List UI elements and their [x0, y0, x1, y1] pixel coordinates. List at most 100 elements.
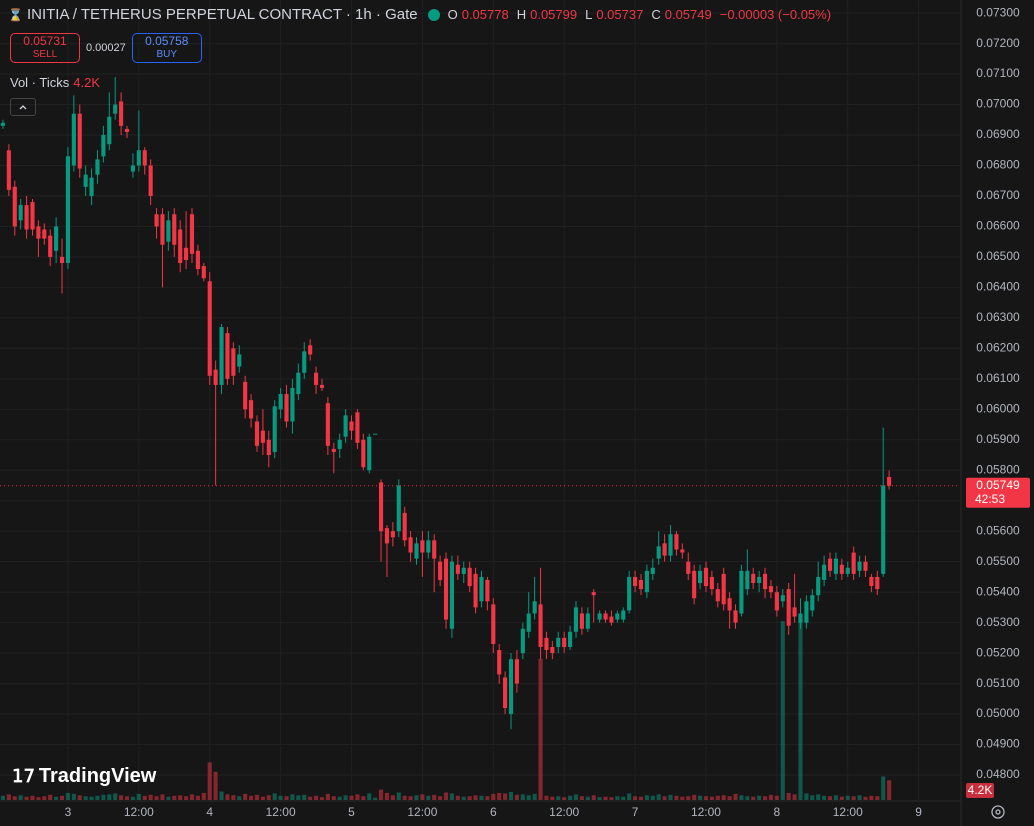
- volume-bar: [869, 795, 874, 800]
- volume-bar: [621, 796, 626, 800]
- candle-body: [95, 159, 100, 175]
- candle-body: [319, 384, 325, 388]
- volume-bar: [692, 794, 697, 800]
- volume-bar: [378, 789, 384, 800]
- volume-bar: [650, 795, 655, 800]
- volume-bar: [130, 796, 135, 800]
- volume-bar: [887, 780, 892, 800]
- sell-button[interactable]: 0.05731 SELL: [10, 33, 80, 63]
- y-tick-label: 0.05300: [976, 615, 1020, 629]
- candle-body: [792, 607, 797, 617]
- candle-body: [0, 122, 6, 126]
- change: −0.00003 (−0.05%): [719, 7, 832, 22]
- volume-bar: [762, 796, 768, 800]
- candle-body: [609, 616, 614, 623]
- candle-body: [136, 150, 141, 166]
- volume-bar: [189, 794, 195, 800]
- candle-body: [573, 607, 579, 632]
- candle-body: [550, 647, 555, 654]
- sell-label[interactable]: SELL: [32, 49, 58, 60]
- candle-body: [703, 567, 709, 587]
- candle-body: [851, 552, 856, 574]
- volume-bar: [520, 794, 525, 800]
- candle-body: [668, 534, 673, 556]
- volume-bar: [757, 795, 762, 800]
- candle-body: [674, 534, 679, 550]
- volume-bar: [485, 796, 490, 800]
- volume-bar: [774, 795, 779, 800]
- settings-icon[interactable]: [991, 805, 1005, 819]
- volume-bar: [875, 796, 880, 800]
- candle-body: [615, 613, 620, 620]
- candle-body: [680, 549, 685, 553]
- candle-body: [822, 564, 827, 580]
- candle-body: [432, 540, 437, 559]
- candle-body: [562, 637, 567, 648]
- chevron[interactable]: [19, 105, 27, 110]
- ohlc-key: L: [585, 7, 593, 22]
- candle-body: [845, 567, 850, 574]
- buy-label[interactable]: BUY: [156, 49, 178, 60]
- candle-body: [597, 613, 602, 620]
- volume-bar: [733, 793, 738, 800]
- volume-bar: [119, 795, 124, 800]
- volume-bar: [532, 793, 537, 800]
- volume-bar: [260, 796, 265, 800]
- volume-bar: [36, 797, 41, 800]
- candle-body: [71, 113, 76, 166]
- volume-bar: [113, 793, 118, 800]
- candle-body: [260, 430, 265, 443]
- y-tick-label: 0.05000: [976, 706, 1020, 720]
- candle-body: [745, 570, 750, 590]
- candle-body: [503, 677, 508, 708]
- volume-bar: [497, 792, 502, 800]
- volume-bar: [59, 795, 65, 800]
- x-tick-label: 12:00: [833, 805, 863, 819]
- candle-body: [390, 531, 395, 538]
- symbol-icon: ⌛: [8, 7, 23, 22]
- volume-bar: [426, 795, 431, 800]
- volume-bar: [290, 794, 295, 800]
- ohlc-value: 0.05749: [664, 7, 712, 22]
- volume-bar: [609, 797, 614, 800]
- sell-price[interactable]: 0.05731: [23, 34, 67, 48]
- candle-body: [219, 327, 224, 385]
- candle-body: [786, 589, 791, 626]
- volume-bar: [538, 658, 543, 800]
- buy-price[interactable]: 0.05758: [145, 34, 189, 48]
- volume-legend-title: Vol · Ticks: [10, 75, 70, 90]
- candle-body: [6, 150, 11, 190]
- gear-hub[interactable]: [995, 809, 1001, 815]
- collapse-icon[interactable]: [11, 99, 35, 115]
- candle-body: [189, 214, 195, 254]
- volume-bar: [839, 796, 844, 800]
- spread: 0.00027: [86, 42, 126, 54]
- volume-bar: [467, 796, 472, 800]
- trade-buttons: 0.05731 SELL 0.00027 0.05758 BUY: [10, 33, 202, 63]
- countdown: 42:53: [975, 492, 1005, 506]
- candle-body: [178, 229, 183, 264]
- y-tick-label: 0.05500: [976, 554, 1020, 568]
- volume-bar: [633, 796, 638, 800]
- buy-button[interactable]: 0.05758 BUY: [131, 33, 202, 63]
- candle-body: [721, 573, 726, 605]
- candle-body: [544, 637, 549, 651]
- volume-bar: [603, 796, 608, 800]
- y-tick-label: 0.04900: [976, 737, 1020, 751]
- volume-bar: [697, 795, 703, 800]
- volume-bar: [881, 776, 886, 800]
- candle-body: [296, 372, 301, 395]
- candle-body: [827, 558, 833, 571]
- volume-bar: [101, 794, 106, 800]
- volume-bar: [284, 796, 289, 800]
- x-tick-label: 12:00: [124, 805, 154, 819]
- candle-body: [36, 226, 41, 239]
- candle-body: [48, 235, 53, 257]
- gear[interactable]: [991, 805, 1005, 819]
- volume-bar: [18, 795, 23, 800]
- x-tick-label: 5: [348, 805, 355, 819]
- volume-bar: [449, 793, 455, 800]
- ohlc-key: H: [516, 7, 527, 22]
- collapse-button[interactable]: [10, 98, 36, 116]
- volume-bar: [857, 795, 862, 800]
